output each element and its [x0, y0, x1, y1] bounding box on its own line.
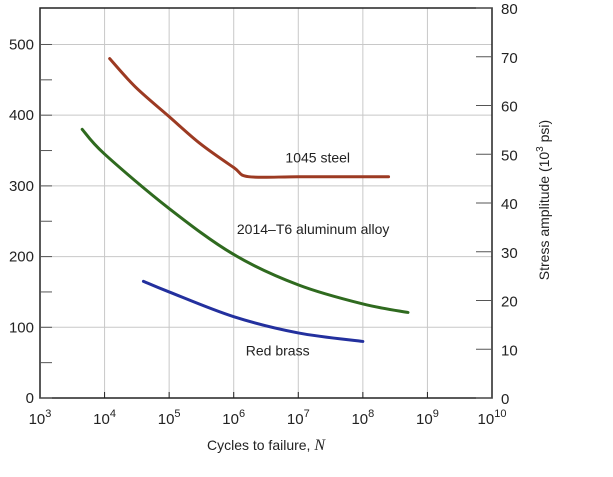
x-tick-label: 106: [222, 408, 245, 428]
y-right-tick-label: 50: [501, 147, 518, 164]
series-line-1045-steel: [108, 57, 391, 179]
x-tick-label: 1010: [478, 408, 507, 428]
x-tick-label: 107: [287, 408, 310, 428]
y-right-tick-label: 10: [501, 342, 518, 359]
y-right-tick-label: 30: [501, 245, 518, 262]
series-lines: [80, 57, 410, 343]
y-right-tick-label: 20: [501, 294, 518, 311]
grid: [40, 8, 492, 398]
y-left-tick-label: 300: [9, 178, 34, 195]
y-right-tick-label: 0: [501, 391, 509, 408]
x-tick-label: 105: [158, 408, 181, 428]
x-tick-label: 108: [351, 408, 374, 428]
ticks: 103 104 105 106 107 108 109 1010010020030040050…: [9, 1, 518, 428]
series-line-2014-t6-aluminum-alloy: [80, 127, 410, 314]
series-annotation: 1045 steel: [285, 150, 350, 166]
series-annotation: Red brass: [246, 343, 310, 359]
x-tick-label: 104: [93, 408, 116, 428]
plot-frame: [39, 7, 493, 399]
y-left-tick-label: 200: [9, 249, 34, 266]
x-tick-label: 103: [29, 408, 52, 428]
series-line-red-brass: [141, 279, 365, 343]
y-left-tick-label: 100: [9, 319, 34, 336]
plot-border: [39, 7, 493, 399]
series-annotation: 2014–T6 aluminum alloy: [237, 221, 390, 237]
y-left-tick-label: 400: [9, 107, 34, 124]
y-right-tick-label: 40: [501, 196, 518, 213]
y-axis-right-label: Stress amplitude (103 psi): [535, 120, 552, 280]
annotations: 1045 steel 2014–T6 aluminum alloy Red bras…: [237, 150, 390, 359]
x-axis-label: Cycles to failure, N: [207, 437, 326, 454]
y-left-tick-label: 0: [26, 390, 34, 407]
y-left-tick-label: 500: [9, 36, 34, 53]
x-tick-label: 109: [416, 408, 439, 428]
y-right-tick-label: 80: [501, 1, 518, 18]
y-right-tick-label: 70: [501, 50, 518, 67]
y-right-tick-label: 60: [501, 99, 518, 116]
